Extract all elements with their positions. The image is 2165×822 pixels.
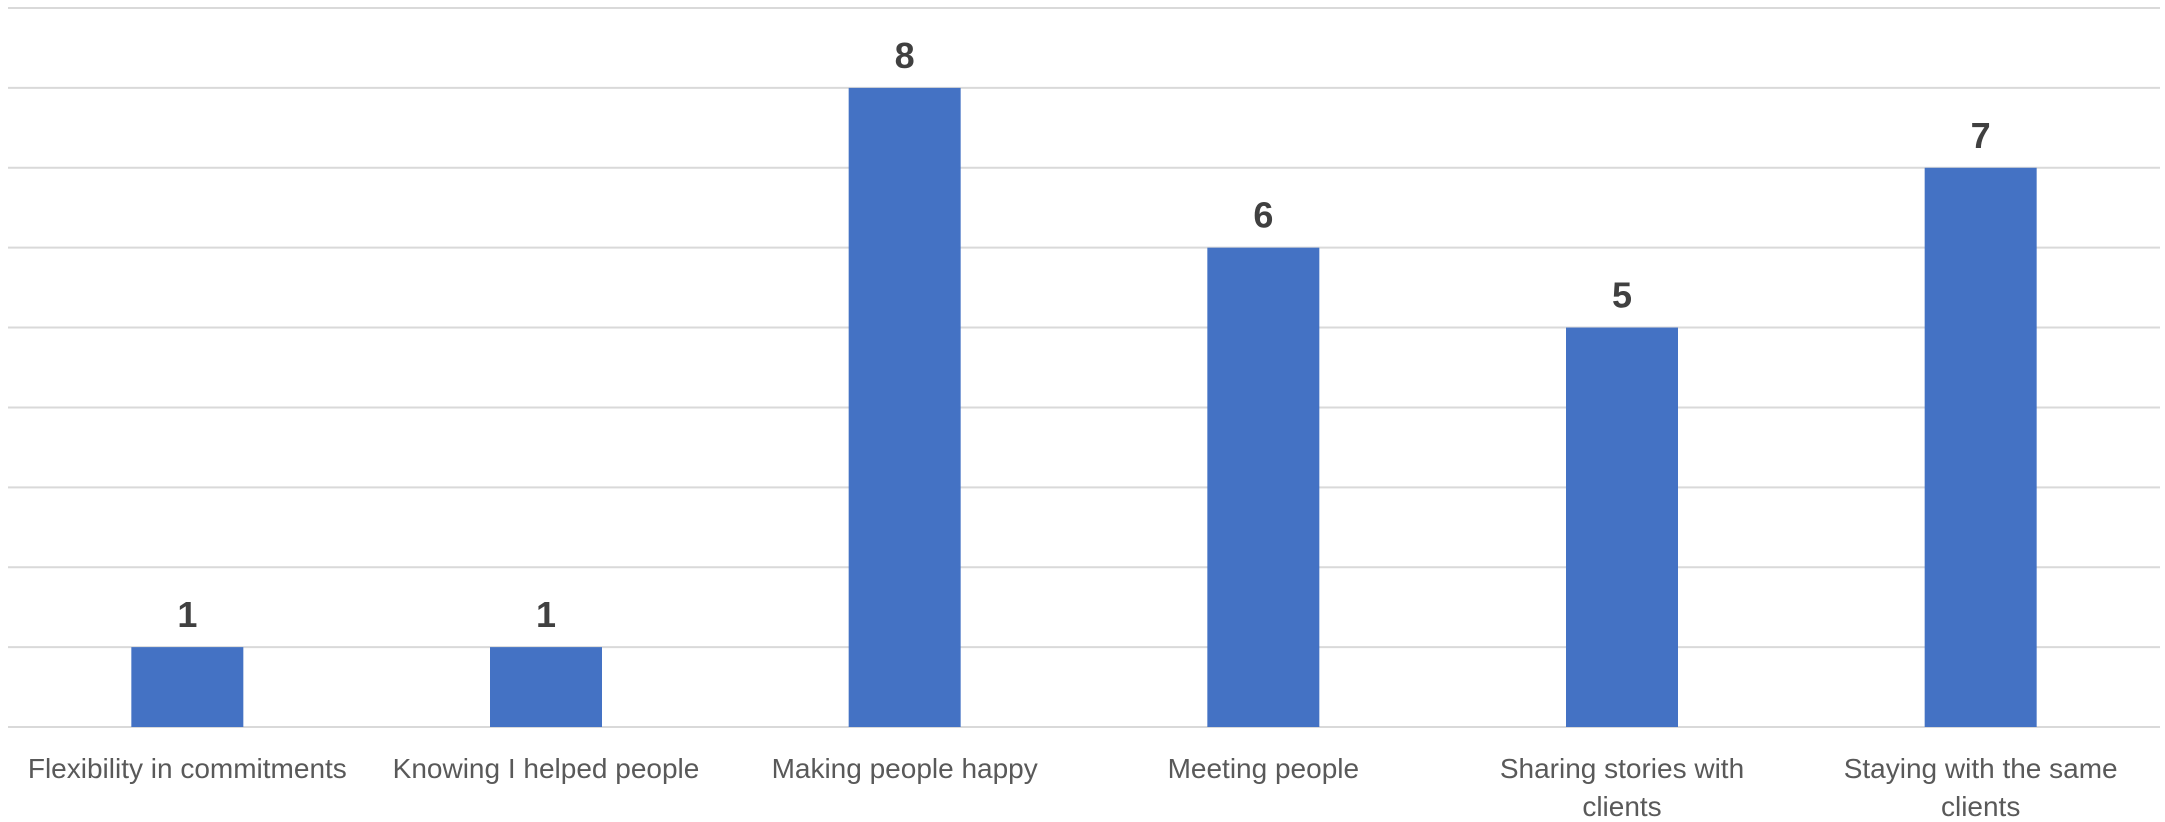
data-label: 7	[1971, 115, 1991, 156]
category-label: Flexibility in commitments	[28, 753, 347, 784]
category-label: Staying with the same clients	[1844, 753, 2118, 822]
category-label: Knowing I helped people	[393, 753, 700, 784]
bars	[131, 87, 2037, 727]
data-label: 5	[1612, 275, 1632, 316]
bar	[131, 647, 244, 727]
category-label: Making people happy	[772, 753, 1038, 784]
data-label: 1	[177, 594, 197, 635]
data-label: 1	[536, 594, 556, 635]
data-labels: 1 1 8 6 5 7	[177, 35, 1990, 635]
category-label: Sharing stories with clients	[1500, 753, 1744, 822]
bar	[1566, 327, 1678, 727]
bar	[1207, 247, 1320, 727]
data-label: 6	[1253, 195, 1273, 236]
category-label: Meeting people	[1168, 753, 1359, 784]
bar	[848, 87, 961, 727]
gridlines	[8, 7, 2160, 728]
category-labels: Flexibility in commitments Knowing I help…	[28, 753, 2118, 822]
bar	[1924, 167, 2037, 727]
data-label: 8	[895, 35, 915, 76]
bar	[490, 647, 602, 727]
